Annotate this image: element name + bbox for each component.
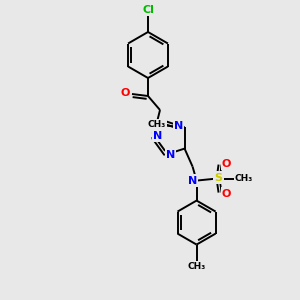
Text: S: S <box>150 126 158 136</box>
Text: Cl: Cl <box>142 5 154 15</box>
Text: CH₃: CH₃ <box>147 120 166 129</box>
Text: S: S <box>214 172 223 183</box>
Text: N: N <box>166 150 175 160</box>
Text: N: N <box>153 131 163 141</box>
Text: N: N <box>188 176 197 186</box>
Text: O: O <box>120 88 130 98</box>
Text: CH₃: CH₃ <box>188 262 206 271</box>
Text: O: O <box>222 189 231 199</box>
Text: CH₃: CH₃ <box>234 174 253 183</box>
Text: O: O <box>222 159 231 169</box>
Text: N: N <box>174 122 183 131</box>
